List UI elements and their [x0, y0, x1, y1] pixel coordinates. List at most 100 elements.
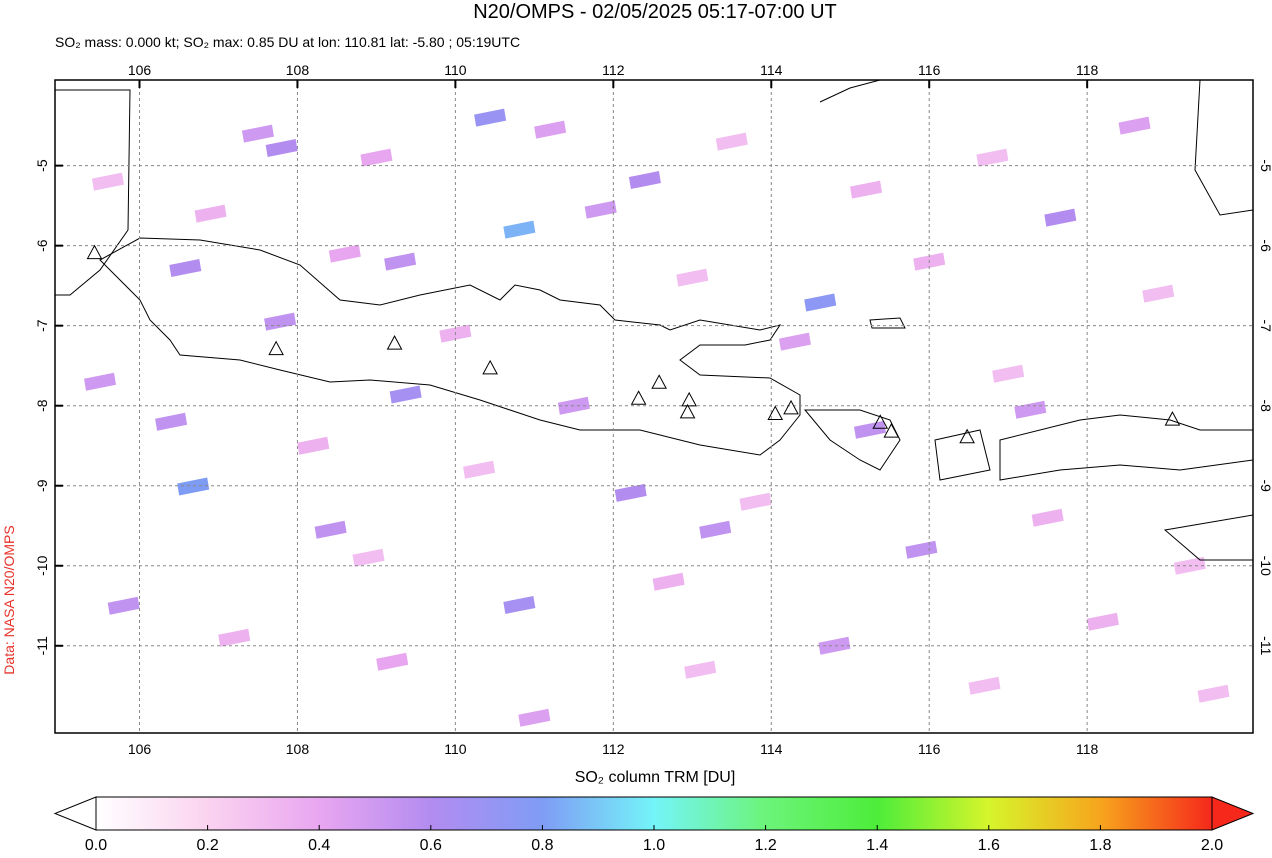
so2-pixel [352, 548, 385, 567]
so2-pixel [518, 708, 551, 727]
so2-pixel [818, 636, 851, 655]
colorbar-tick-label: 0.8 [531, 837, 553, 853]
x-tick-label-top: 112 [602, 62, 625, 78]
so2-pixel [384, 252, 417, 271]
volcano-layer [86, 244, 1181, 444]
so2-pixel [1086, 612, 1119, 631]
volcano [268, 340, 284, 356]
so2-pixel [1118, 116, 1151, 135]
x-tick-label-bottom: 110 [444, 741, 467, 757]
so2-pixel [584, 200, 617, 219]
so2-pixel [155, 412, 188, 431]
colorbar-tick-label: 1.0 [643, 837, 665, 853]
so2-pixel [534, 120, 567, 139]
chart-title: N20/OMPS - 02/05/2025 05:17-07:00 UT [473, 1, 837, 23]
so2-pixel [1197, 684, 1230, 703]
y-tick-label-right: -5 [1258, 159, 1272, 172]
volcano [482, 359, 498, 375]
x-tick-label-bottom: 112 [602, 741, 625, 757]
volcano [86, 244, 103, 260]
x-tick-label-bottom: 108 [286, 741, 310, 757]
volcano [651, 374, 667, 389]
so2-pixel [107, 596, 140, 615]
pixel-layer [84, 108, 1230, 727]
colorbar-tick-label: 0.4 [308, 837, 330, 853]
so2-pixel [474, 108, 507, 127]
so2-pixel [218, 628, 251, 647]
side-label: Data: NASA N20/OMPS [1, 525, 17, 674]
so2-pixel [676, 268, 709, 287]
y-tick-label-left: -8 [34, 399, 50, 412]
so2-pixel [264, 312, 297, 331]
colorbar-label: SO₂ column TRM [DU] [575, 769, 736, 786]
x-tick-label-top: 108 [286, 62, 310, 78]
colorbar-high-arrow [1211, 796, 1255, 831]
so2-pixel [652, 572, 685, 591]
colorbar-tick-label: 0.0 [85, 837, 107, 853]
so2-pixel [853, 420, 886, 439]
y-tick-label-right: -9 [1258, 479, 1272, 492]
colorbar-tick-label: 0.2 [196, 837, 218, 853]
so2-pixel [614, 483, 647, 502]
so2-pixel [503, 220, 536, 239]
x-tick-label-top: 110 [444, 62, 467, 78]
so2-pixel [1142, 284, 1175, 303]
so2-pixel [194, 204, 227, 223]
x-tick-label-bottom: 118 [1076, 741, 1099, 757]
x-tick-label-top: 116 [918, 62, 941, 78]
subtitle: SO₂ mass: 0.000 kt; SO₂ max: 0.85 DU at … [55, 34, 520, 50]
so2-pixel [328, 244, 361, 263]
so2-pixel [503, 595, 536, 614]
so2-pixel [169, 259, 202, 278]
colorbar-tick-label: 2.0 [1201, 837, 1223, 853]
x-tick-label-bottom: 116 [918, 741, 941, 757]
so2-pixel [1014, 400, 1047, 419]
so2-pixel [684, 660, 717, 679]
colorbar-tick-label: 1.8 [1089, 837, 1111, 853]
colorbar-low-arrow [53, 796, 97, 831]
so2-pixel [265, 139, 298, 158]
so2-pixel [463, 460, 496, 479]
so2-pixel [968, 676, 1001, 695]
coastlines [55, 80, 1253, 561]
so2-pixel [297, 436, 330, 455]
so2-pixel [778, 332, 811, 351]
y-tick-label-right: -6 [1258, 239, 1272, 252]
y-tick-label-left: -5 [34, 159, 50, 172]
volcano [767, 405, 784, 421]
y-tick-label-right: -11 [1258, 636, 1272, 655]
colorbar-tick-label: 1.6 [978, 837, 1000, 853]
so2-pixel [850, 180, 883, 199]
so2-pixel [804, 293, 837, 312]
volcano [872, 414, 889, 429]
so2-pixel [84, 372, 117, 391]
so2-pixel [739, 492, 772, 511]
y-tick-label-right: -10 [1258, 556, 1272, 576]
so2-pixel [699, 520, 732, 539]
colorbar-tick-label: 1.2 [754, 837, 776, 853]
so2-pixel [389, 385, 422, 404]
y-tick-label-right: -8 [1258, 399, 1272, 412]
x-tick-label-bottom: 114 [760, 741, 783, 757]
so2-pixel [314, 520, 347, 539]
so2-pixel [376, 652, 409, 671]
x-tick-label-top: 118 [1076, 62, 1099, 78]
y-tick-label-left: -11 [34, 636, 50, 655]
so2-pixel [905, 540, 938, 559]
so2-pixel [177, 477, 210, 496]
so2-pixel [628, 171, 661, 190]
x-tick-label-top: 106 [128, 62, 152, 78]
y-tick-label-left: -6 [34, 239, 50, 252]
so2-pixel [992, 364, 1025, 383]
colorbar-tick-label: 1.4 [866, 837, 888, 853]
volcano [959, 428, 975, 444]
volcano [1164, 411, 1181, 426]
so2-pixel [91, 172, 124, 191]
so2-pixel [1044, 208, 1077, 227]
so2-pixel [1031, 508, 1064, 527]
so2-pixel [976, 148, 1009, 167]
so2-pixel [241, 124, 274, 143]
x-tick-label-bottom: 106 [128, 741, 152, 757]
y-tick-label-left: -9 [34, 479, 50, 492]
grid [55, 80, 1253, 733]
